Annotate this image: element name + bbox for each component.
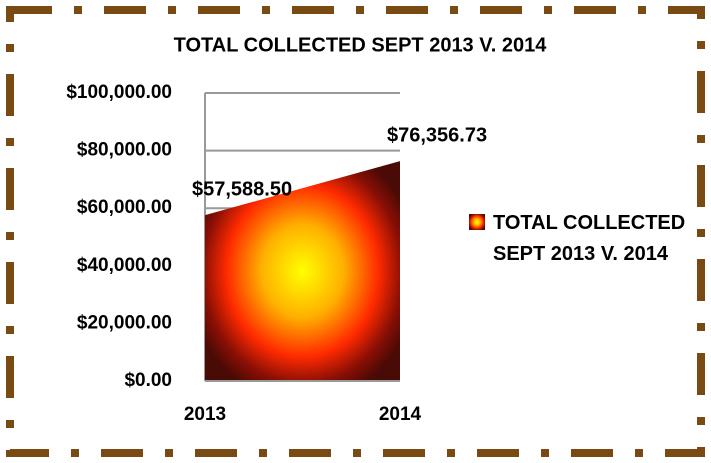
y-tick-label: $40,000.00 [77,255,172,276]
data-label: $76,356.73 [387,124,487,146]
y-tick-label: $20,000.00 [77,312,172,333]
y-tick-label: $0.00 [124,370,172,391]
y-tick-label: $100,000.00 [66,82,172,103]
area [205,161,400,381]
border [6,6,705,457]
data-label: $57,588.50 [192,178,292,200]
chart-title: TOTAL COLLECTED SEPT 2013 V. 2014 [174,34,548,56]
y-tick-label: $60,000.00 [77,197,172,218]
y-tick-label: $80,000.00 [77,140,172,161]
x-tick-label: 2013 [184,404,226,425]
legend-label: TOTAL COLLECTED SEPT 2013 V. 2014 [493,212,686,265]
x-tick-label: 2014 [379,404,422,425]
legend-key [469,214,485,230]
